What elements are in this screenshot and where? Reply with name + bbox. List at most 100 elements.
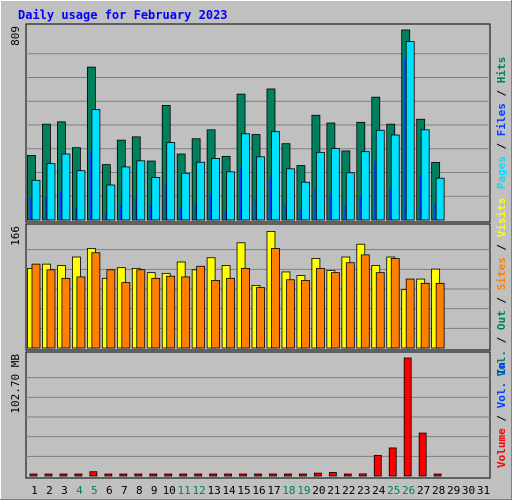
bar-volume <box>299 473 307 477</box>
x-tick-label: 3 <box>61 484 68 497</box>
bar-pages <box>61 153 71 221</box>
bar-volume <box>269 473 277 477</box>
bar-files <box>419 175 423 220</box>
bar-sites <box>76 276 86 349</box>
bar-sites <box>435 282 445 349</box>
x-axis-labels: 1 2 3 4 5 6 7 8 9 10 11 12 13 14 15 16 17 18 19 20 21 22 23 24 2… <box>31 484 490 497</box>
bar-volume <box>403 357 412 477</box>
chart-title: Daily usage for February 2023 <box>18 8 228 22</box>
bar-sites <box>405 278 415 349</box>
bar-sites <box>211 280 221 349</box>
x-tick-label: 21 <box>327 484 340 497</box>
bar-volume <box>239 473 247 477</box>
bar-sites <box>196 265 206 349</box>
legend-volume: Volume / Vol. In <box>495 362 508 468</box>
legend-text: Pages / Files / Hits <box>495 57 508 190</box>
x-tick-label: 19 <box>297 484 310 497</box>
x-tick-label: 23 <box>357 484 370 497</box>
bar-sites <box>375 272 385 349</box>
x-tick-label: 20 <box>312 484 325 497</box>
plot-area <box>25 351 491 479</box>
x-tick-label: 2 <box>46 484 53 497</box>
bar-pages <box>301 181 310 221</box>
x-tick-label: 6 <box>106 484 113 497</box>
bar-volume <box>89 471 98 477</box>
bar-files <box>269 177 273 220</box>
y-max-label: 102.70 MB <box>9 354 22 414</box>
x-tick-label: 16 <box>252 484 265 497</box>
x-tick-label: 8 <box>136 484 143 497</box>
bar-pages <box>315 151 325 221</box>
bar-volume <box>373 454 382 477</box>
bar-sites <box>151 277 161 349</box>
legend-item: Files <box>495 103 508 136</box>
bar-pages <box>136 160 146 221</box>
legend-separator: / <box>495 408 508 428</box>
panel-visits-sites: 166 Vol. / Out / Sites / Visits <box>9 198 508 377</box>
bar-pages <box>196 161 206 221</box>
bars-volume <box>29 357 442 477</box>
x-tick-label: 17 <box>267 484 280 497</box>
bar-files <box>239 168 243 220</box>
x-tick-label: 28 <box>432 484 445 497</box>
bar-files <box>284 205 288 220</box>
bar-sites <box>315 267 325 349</box>
bar-sites <box>46 269 56 349</box>
bar-volume <box>343 473 352 477</box>
bar-pages <box>271 131 280 221</box>
legend-separator: / <box>495 83 508 103</box>
bar-pages <box>375 129 385 221</box>
bar-sites <box>31 263 41 349</box>
bar-files <box>74 208 78 220</box>
x-tick-label: 31 <box>477 484 490 497</box>
x-tick-label: 7 <box>121 484 128 497</box>
bar-sites <box>345 262 355 349</box>
legend-visits-sites: Vol. / Out / Sites / Visits <box>495 198 508 377</box>
x-tick-label: 11 <box>178 484 191 497</box>
bar-pages <box>76 170 86 221</box>
bar-pages <box>405 41 415 221</box>
bar-pages <box>435 177 445 221</box>
x-tick-label: 15 <box>237 484 250 497</box>
bar-volume <box>194 473 203 477</box>
bar-sites <box>241 267 250 349</box>
bar-files <box>404 57 408 220</box>
bar-volume <box>74 473 83 477</box>
legend-text: Vol. / Out / Sites / Visits <box>495 198 508 377</box>
bar-files <box>194 203 198 220</box>
bar-volume <box>179 473 188 477</box>
legend-item: Visits <box>495 198 508 238</box>
bar-sites <box>330 272 340 349</box>
bar-files <box>254 198 258 220</box>
bar-pages <box>91 109 101 221</box>
bar-files <box>119 205 123 220</box>
legend-separator: / <box>495 237 508 257</box>
bar-volume <box>433 473 442 477</box>
bar-pages <box>31 179 41 221</box>
legend-separator: / <box>495 136 508 156</box>
bar-files <box>59 191 63 220</box>
bar-files <box>434 203 438 220</box>
bar-files <box>164 184 168 220</box>
bar-pages <box>46 163 56 221</box>
bar-pages <box>226 171 235 221</box>
bar-files <box>134 197 138 220</box>
x-tick-label: 26 <box>402 484 415 497</box>
y-max-label: 166 <box>9 226 22 246</box>
bar-volume <box>209 473 218 477</box>
legend-separator: / <box>495 290 508 310</box>
bar-files <box>329 194 333 220</box>
bar-sites <box>226 277 235 349</box>
bar-files <box>30 197 33 220</box>
x-tick-label: 30 <box>462 484 475 497</box>
x-tick-label: 12 <box>193 484 206 497</box>
bar-files <box>44 196 48 220</box>
legend-item: Vol. <box>495 350 508 377</box>
bar-pages <box>390 134 400 221</box>
bar-volume <box>418 432 427 477</box>
bar-sites <box>136 269 146 349</box>
bar-pages <box>345 172 355 221</box>
x-tick-label: 5 <box>91 484 98 497</box>
bar-sites <box>360 254 370 349</box>
legend-item: Volume <box>495 428 508 468</box>
